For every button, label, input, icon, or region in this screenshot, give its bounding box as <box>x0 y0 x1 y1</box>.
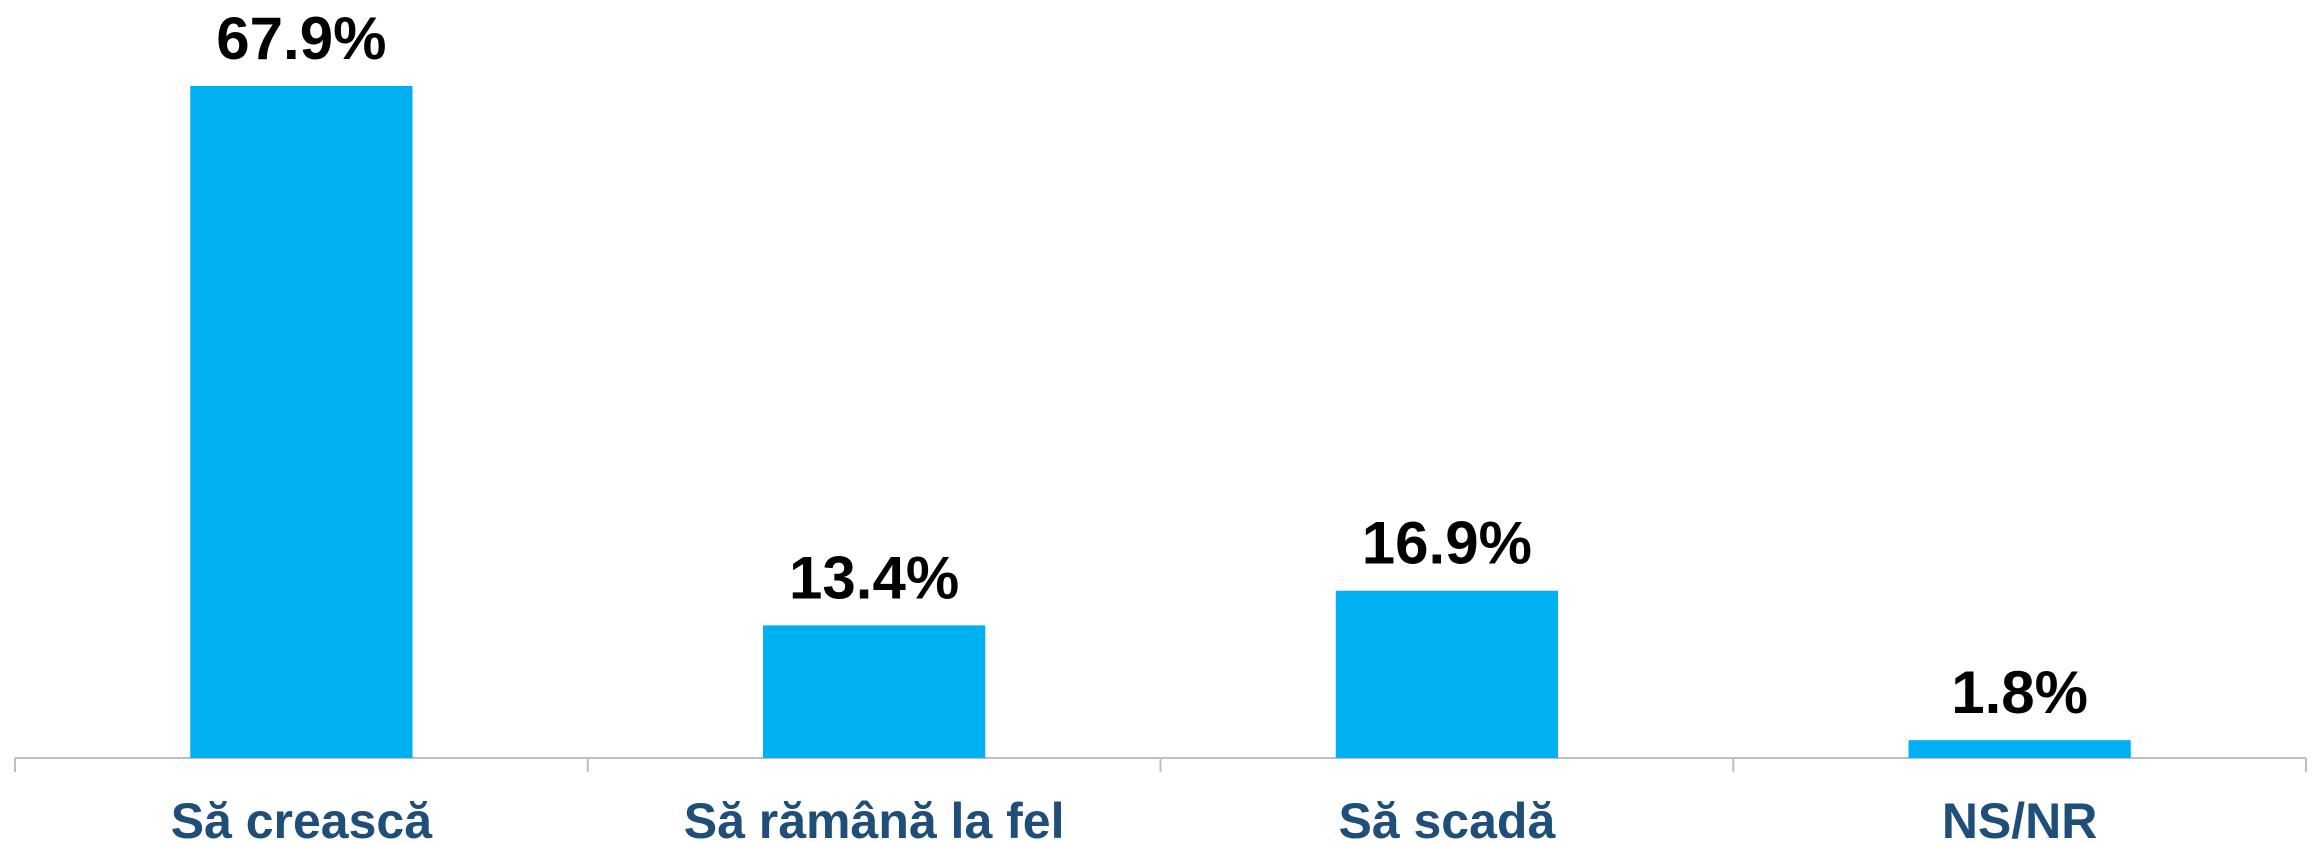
bar <box>190 86 413 758</box>
bar <box>763 625 986 758</box>
data-label: 13.4% <box>789 544 959 611</box>
x-tick-label: NS/NR <box>1942 793 2098 842</box>
bar <box>1335 590 1558 758</box>
bar <box>1908 740 2131 758</box>
data-label: 16.9% <box>1362 510 1532 577</box>
x-tick-label: Să rămână la fel <box>684 793 1065 842</box>
x-tick-label: Să scadă <box>1338 793 1556 842</box>
data-label: 67.9% <box>216 5 386 72</box>
x-tick-label: Să crească <box>171 793 434 842</box>
data-label: 1.8% <box>1951 659 2088 726</box>
